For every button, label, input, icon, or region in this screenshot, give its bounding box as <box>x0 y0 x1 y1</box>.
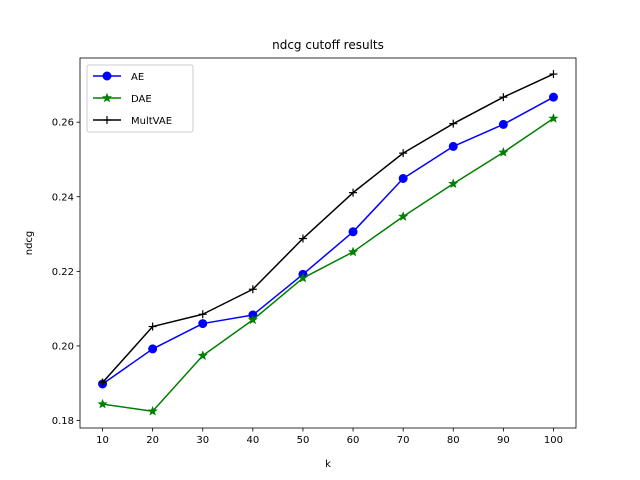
axes-layer: 10 20 30 40 50 60 70 80 90 100 0.18 0.20 0.22 0.24 0.2… <box>52 57 577 446</box>
data-point-ae-60 <box>348 227 358 237</box>
data-point-dae-80 <box>448 178 459 188</box>
series-line-dae <box>102 117 554 412</box>
data-point-multvae-30 <box>198 310 207 319</box>
legend-entry-ae: AE <box>93 71 144 83</box>
x-tick-label: 100 <box>544 435 563 446</box>
series-line-ae <box>102 96 554 385</box>
legend-label-dae: DAE <box>131 94 152 105</box>
data-point-multvae-100 <box>549 70 558 79</box>
data-point-multvae-50 <box>298 234 307 243</box>
y-axis-label: ndcg <box>24 231 35 256</box>
y-tick-label: 0.24 <box>52 192 74 203</box>
data-point-dae-20 <box>147 405 158 416</box>
x-tick-label: 70 <box>397 435 410 446</box>
data-point-multvae-80 <box>449 119 458 128</box>
legend-marker-multvae <box>103 116 111 124</box>
data-point-ae-100 <box>548 92 558 102</box>
x-axis-label: k <box>325 459 331 470</box>
y-tick-label: 0.18 <box>52 416 74 427</box>
y-tick-label: 0.22 <box>52 267 74 278</box>
data-point-multvae-10 <box>98 378 107 387</box>
legend-label-multvae: MultVAE <box>131 116 172 127</box>
data-point-ae-20 <box>148 344 158 354</box>
x-tick-label: 40 <box>246 435 259 446</box>
legend-entry-multvae: MultVAE <box>93 116 172 127</box>
x-tick-label: 90 <box>497 435 510 446</box>
data-point-multvae-60 <box>349 188 358 197</box>
legend: AE DAE MultVAE <box>86 64 194 133</box>
data-point-dae-100 <box>548 113 559 123</box>
data-point-dae-90 <box>498 147 509 157</box>
data-point-multvae-20 <box>148 322 157 331</box>
data-point-ae-80 <box>448 141 458 151</box>
legend-entry-dae: DAE <box>93 92 152 105</box>
data-point-dae-50 <box>297 272 308 283</box>
x-tick-label: 60 <box>347 435 360 446</box>
x-tick-label: 20 <box>146 435 159 446</box>
data-point-multvae-90 <box>499 93 508 102</box>
data-point-ae-90 <box>498 119 508 129</box>
x-tick-label: 80 <box>447 435 460 446</box>
x-tick-label: 10 <box>96 435 109 446</box>
plot-frame <box>79 57 577 429</box>
x-tick-label: 30 <box>196 435 209 446</box>
x-tick-label: 50 <box>297 435 310 446</box>
data-point-dae-30 <box>197 350 208 360</box>
data-point-dae-70 <box>398 211 409 221</box>
legend-marker-ae <box>102 71 112 81</box>
y-tick-label: 0.20 <box>52 341 74 352</box>
legend-marker-dae <box>101 92 113 103</box>
data-point-dae-60 <box>348 246 359 257</box>
data-point-multvae-40 <box>248 285 257 294</box>
data-point-dae-40 <box>247 314 258 325</box>
data-point-dae-10 <box>97 398 108 409</box>
legend-label-ae: AE <box>131 72 144 83</box>
data-point-ae-30 <box>198 319 208 329</box>
chart-title: ndcg cutoff results <box>272 38 384 52</box>
legend-box <box>86 64 194 133</box>
y-tick-label: 0.26 <box>52 118 74 129</box>
data-point-ae-70 <box>398 173 408 183</box>
series-line-multvae <box>101 73 554 384</box>
data-point-multvae-70 <box>399 149 408 158</box>
series-layer <box>97 70 559 416</box>
